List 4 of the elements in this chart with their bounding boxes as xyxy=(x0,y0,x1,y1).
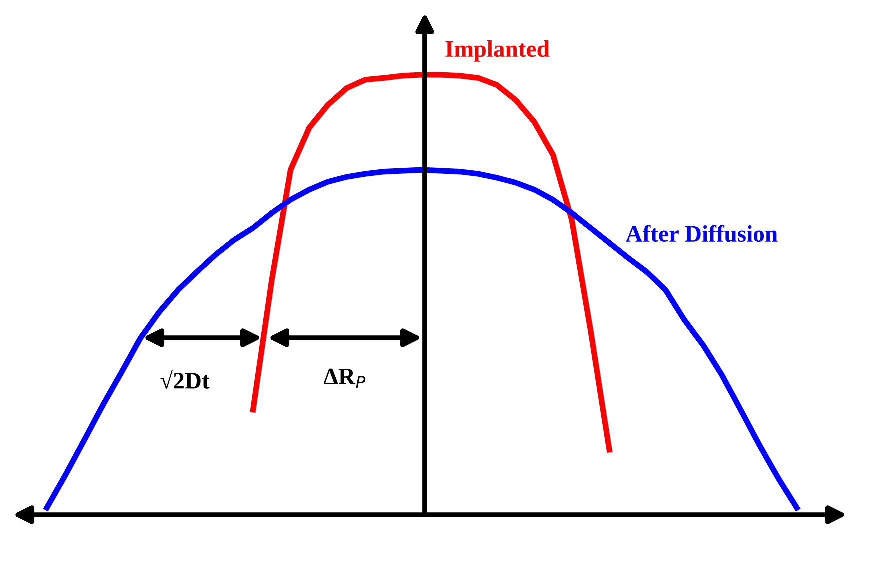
series-label: After Diffusion xyxy=(626,225,778,242)
annotation: ΔR$_{P}$ xyxy=(324,368,366,388)
series-label: Implanted xyxy=(446,40,550,62)
annotation: √2Dt xyxy=(160,370,210,389)
